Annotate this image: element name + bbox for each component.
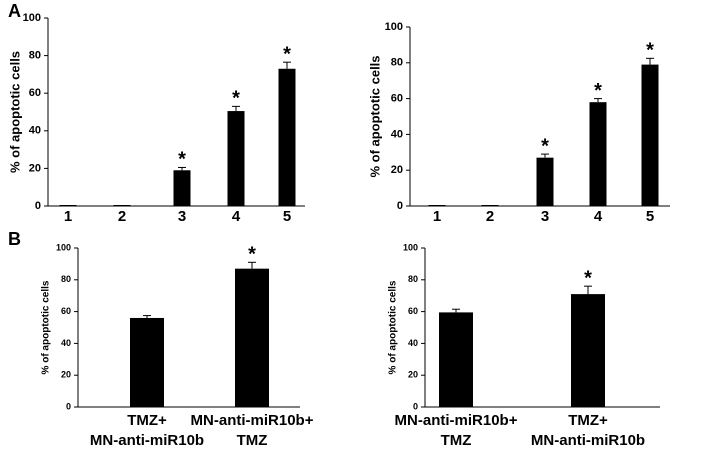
y-tick-label: 100	[23, 12, 41, 24]
y-tick-label: 80	[408, 274, 418, 284]
y-tick-label: 20	[29, 162, 41, 174]
panel-label: A	[8, 1, 21, 21]
significance-marker: *	[178, 149, 186, 171]
y-axis-label: % of apoptotic cells	[7, 51, 22, 173]
significance-marker: *	[646, 40, 654, 62]
significance-marker: *	[283, 43, 291, 65]
x-tick-label: 3	[178, 208, 186, 225]
y-tick-label: 0	[35, 200, 41, 212]
significance-marker: *	[584, 267, 592, 289]
x-tick-label: TMZ+	[127, 412, 167, 429]
bar	[536, 157, 554, 206]
y-tick-label: 60	[61, 306, 71, 316]
bar	[173, 170, 191, 206]
bar	[571, 294, 605, 407]
y-tick-label: 100	[403, 242, 418, 252]
x-tick-label: 5	[283, 208, 291, 225]
x-tick-label: 3	[541, 208, 549, 225]
x-tick-label: MN-anti-miR10b+	[191, 412, 314, 429]
y-tick-label: 20	[391, 164, 403, 176]
bar	[439, 312, 473, 407]
y-tick-label: 20	[61, 370, 71, 380]
y-tick-label: 100	[56, 242, 71, 252]
bar	[227, 111, 245, 206]
x-tick-label: TMZ+	[568, 412, 608, 429]
x-tick-label: TMZ	[237, 432, 268, 449]
x-tick-label: 1	[64, 208, 72, 225]
x-tick-label: 4	[232, 208, 241, 225]
x-tick-label: 2	[118, 208, 126, 225]
x-tick-label: 2	[486, 208, 494, 225]
y-axis-label: % of apoptotic cells	[41, 280, 52, 374]
x-tick-label: MN-anti-miR10b	[90, 432, 204, 449]
x-tick-label: TMZ	[441, 432, 472, 449]
y-tick-label: 80	[61, 274, 71, 284]
significance-marker: *	[248, 244, 256, 266]
y-tick-label: 20	[408, 370, 418, 380]
y-tick-label: 0	[413, 401, 418, 411]
y-tick-label: 40	[408, 338, 418, 348]
y-tick-label: 40	[391, 128, 403, 140]
bar	[641, 64, 659, 206]
x-tick-label: 4	[594, 208, 603, 225]
bar	[130, 317, 164, 407]
y-tick-label: 60	[29, 87, 41, 99]
y-tick-label: 0	[397, 200, 403, 212]
y-tick-label: 80	[391, 57, 403, 69]
panel-label: B	[8, 229, 21, 249]
y-tick-label: 60	[408, 306, 418, 316]
x-tick-label: MN-anti-miR10b	[531, 432, 645, 449]
x-tick-label: 1	[433, 208, 441, 225]
y-tick-label: 40	[29, 125, 41, 137]
y-axis-label: % of apoptotic cells	[367, 55, 382, 177]
y-axis-label: % of apoptotic cells	[388, 280, 399, 374]
y-tick-label: 0	[66, 401, 71, 411]
x-tick-label: MN-anti-miR10b+	[395, 412, 518, 429]
significance-marker: *	[594, 80, 602, 102]
significance-marker: *	[541, 135, 549, 157]
significance-marker: *	[232, 88, 240, 110]
bar	[589, 102, 607, 206]
y-tick-label: 60	[391, 93, 403, 105]
bar	[278, 68, 296, 206]
x-tick-label: 5	[646, 208, 654, 225]
bar	[235, 268, 269, 407]
y-tick-label: 100	[385, 21, 403, 33]
y-tick-label: 40	[61, 338, 71, 348]
y-tick-label: 80	[29, 50, 41, 62]
